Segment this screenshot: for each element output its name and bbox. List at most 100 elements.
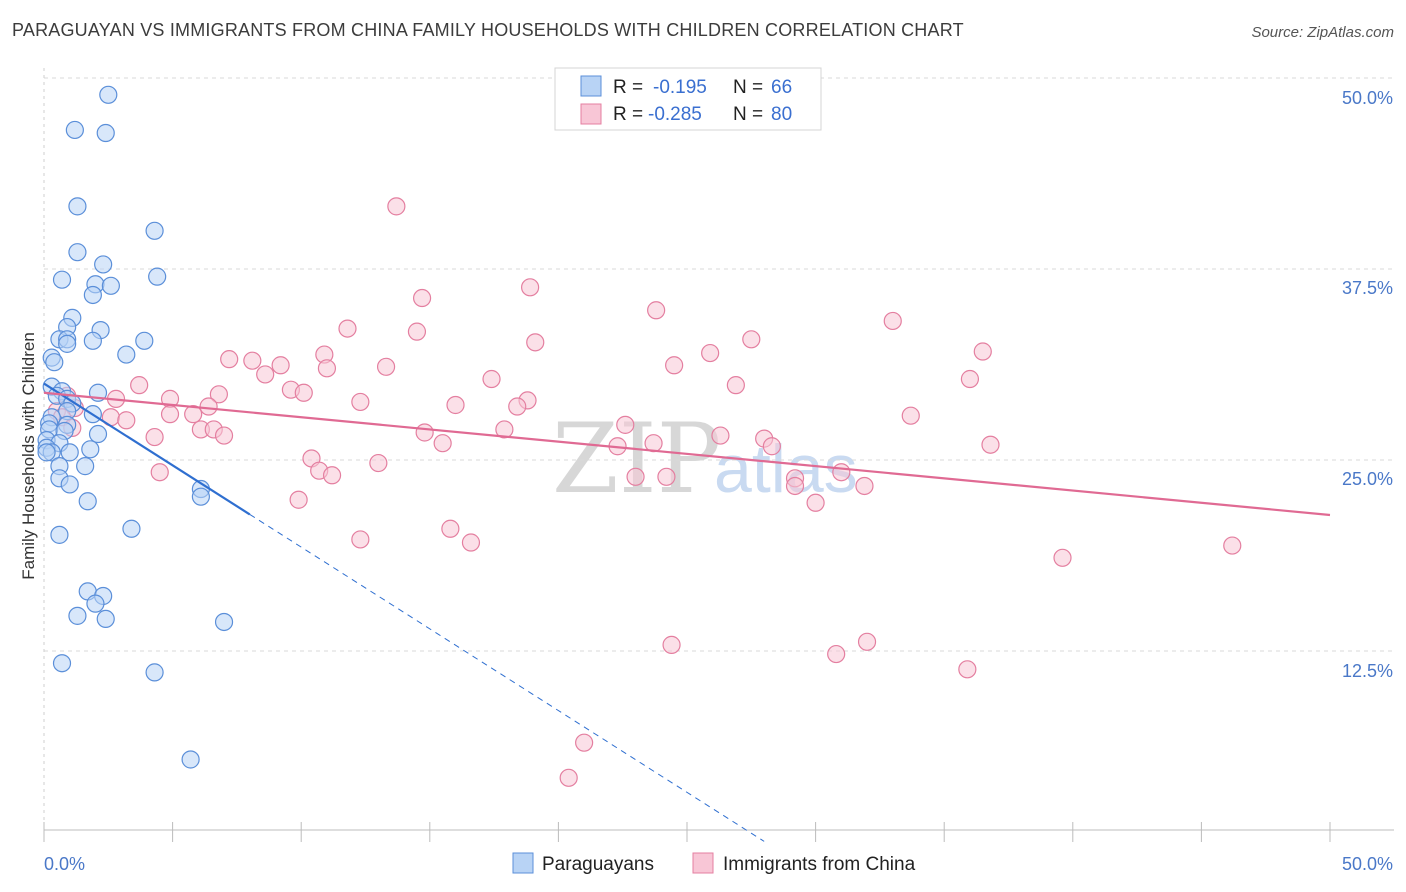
paraguayans-point-8	[148, 267, 167, 286]
legend-n-label-2: N =	[733, 104, 763, 125]
paraguayans-point-56	[68, 606, 87, 625]
china-point-20	[482, 369, 501, 389]
paraguayans-point-50	[78, 492, 97, 511]
china-point-35	[508, 397, 527, 416]
china-point-68	[806, 493, 825, 512]
paraguayans-point-47	[60, 475, 79, 494]
china-point-4	[883, 311, 902, 331]
legend-n-value-2: 80	[771, 104, 792, 125]
china-point-14	[271, 356, 290, 375]
china-point-53	[981, 435, 1000, 454]
bottom-legend-label-paraguayans: Paraguayans	[542, 854, 654, 875]
y-tick-label-50: 50.0%	[1342, 88, 1393, 108]
china-point-56	[145, 427, 164, 447]
china-point-8	[742, 330, 761, 349]
china-point-73	[1053, 548, 1072, 567]
china-point-32	[351, 392, 370, 412]
watermark-zip: ZIP	[552, 403, 721, 515]
paraguayans-trend-extension	[249, 513, 765, 842]
china-point-6	[407, 322, 427, 341]
x-tick-label-min: 0.0%	[44, 854, 85, 874]
paraguayans-point-52	[50, 525, 69, 544]
china-point-61	[832, 463, 851, 482]
china-point-12	[220, 350, 239, 369]
china-point-46	[495, 420, 514, 439]
china-trend-line	[43, 391, 1331, 517]
china-point-65	[785, 476, 805, 496]
china-point-19	[256, 365, 275, 384]
china-point-66	[855, 476, 874, 496]
china-point-60	[322, 466, 342, 485]
china-point-74	[1223, 536, 1242, 555]
paraguayans-point-2	[96, 123, 115, 143]
china-point-22	[130, 376, 149, 395]
china-point-42	[901, 406, 920, 425]
china-point-77	[827, 644, 846, 664]
source-credit: Source: ZipAtlas.com	[1251, 24, 1394, 41]
china-point-37	[160, 405, 180, 424]
legend-n-value-1: 66	[771, 77, 792, 98]
china-point-48	[616, 415, 635, 434]
data-points	[37, 85, 1242, 787]
y-tick-label-37-5: 37.5%	[1342, 278, 1393, 298]
china-point-15	[376, 357, 396, 376]
china-point-17	[665, 356, 684, 375]
china-point-69	[150, 463, 169, 482]
paraguayans-point-6	[94, 255, 113, 274]
paraguayans-point-21	[117, 345, 136, 364]
paraguayans-point-4	[145, 221, 164, 240]
china-point-63	[626, 467, 645, 486]
legend-swatch-paraguayans	[580, 75, 602, 97]
china-point-54	[762, 437, 781, 456]
china-point-2	[412, 288, 432, 308]
paraguayans-point-60	[145, 663, 164, 682]
correlation-legend: R = -0.195 N = 66 R = -0.285 N = 80	[554, 67, 822, 131]
paraguayans-point-51	[122, 519, 141, 538]
china-point-9	[973, 342, 992, 361]
china-point-25	[209, 385, 228, 404]
paraguayans-point-7	[52, 270, 72, 289]
legend-r-value-2: -0.285	[648, 104, 702, 125]
trend-lines	[43, 382, 1331, 842]
legend-swatch-china	[580, 103, 602, 125]
paraguayans-point-10	[101, 276, 120, 295]
paraguayans-point-22	[45, 353, 64, 372]
paraguayans-point-55	[86, 594, 105, 613]
paraguayans-point-5	[68, 243, 87, 262]
paraguayans-trend-line	[43, 382, 251, 516]
bottom-legend-swatch-paraguayans	[512, 852, 534, 874]
paraguayans-point-40	[81, 440, 100, 459]
paraguayans-point-36	[88, 424, 108, 444]
paraguayans-point-61	[181, 750, 200, 769]
y-tick-label-12-5: 12.5%	[1342, 661, 1393, 681]
legend-r-value-1: -0.195	[653, 77, 707, 98]
paraguayans-point-49	[191, 487, 210, 506]
china-point-5	[338, 319, 357, 338]
paraguayans-point-45	[76, 457, 95, 476]
china-point-24	[294, 383, 313, 402]
y-tick-labels: 12.5% 25.0% 37.5% 50.0%	[1342, 88, 1393, 681]
china-point-72	[461, 533, 481, 552]
china-point-34	[446, 395, 465, 415]
china-point-7	[526, 333, 545, 352]
china-point-13	[243, 351, 262, 370]
series-legend: Paraguayans Immigrants from China	[512, 852, 916, 875]
y-axis-label: Family Households with Children	[19, 332, 38, 580]
paraguayans-point-3	[68, 197, 87, 216]
x-tick-label-max: 50.0%	[1342, 854, 1393, 874]
bottom-legend-swatch-china	[692, 852, 714, 874]
paraguayans-point-19	[135, 331, 154, 350]
china-point-1	[521, 278, 540, 297]
china-point-51	[433, 434, 452, 453]
china-point-43	[117, 411, 136, 430]
paraguayans-point-43	[60, 443, 79, 462]
paraguayans-point-59	[52, 654, 72, 673]
china-point-62	[657, 467, 676, 486]
china-point-18	[960, 369, 980, 389]
legend-r-label-2: R =	[613, 104, 643, 125]
paraguayans-point-17	[58, 334, 77, 353]
paraguayans-point-11	[83, 285, 102, 305]
paraguayans-point-0	[99, 85, 118, 104]
legend-n-label-1: N =	[733, 77, 763, 98]
